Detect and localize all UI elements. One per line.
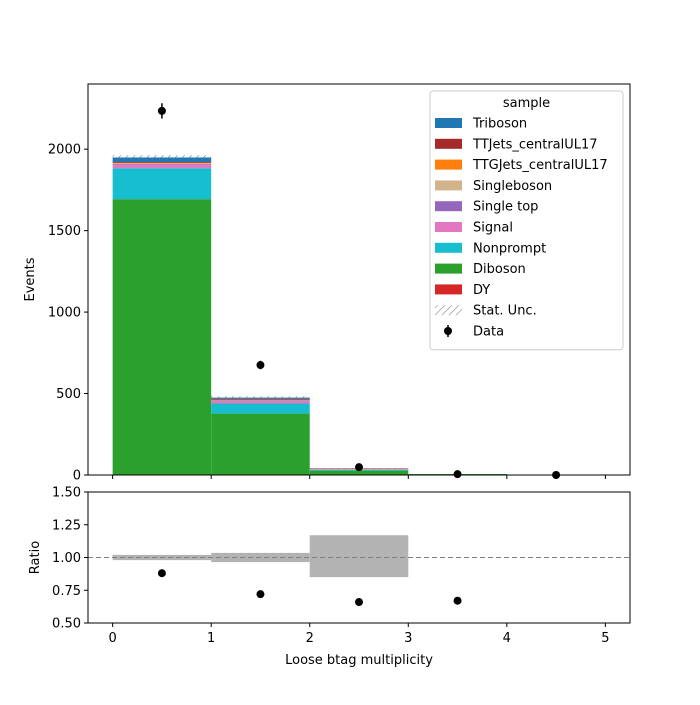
data-point: [454, 470, 462, 478]
ratio-y-axis-title: Ratio: [28, 541, 43, 574]
legend-swatch-single-top: [435, 201, 462, 211]
main-y-axis-title: Events: [23, 257, 38, 301]
legend-label-diboson: Diboson: [473, 262, 526, 277]
x-tick-label: 1: [207, 631, 215, 646]
legend-swatch-ttjets-centralul17: [435, 139, 462, 149]
ratio-point: [355, 598, 363, 606]
legend-label-stat-unc-: Stat. Unc.: [473, 304, 537, 319]
bar-ttjets-centralul17-bin-1: [211, 399, 310, 400]
ratio-unc-band-bin-2: [310, 535, 409, 577]
ratio-point: [158, 569, 166, 577]
x-tick-label: 5: [601, 631, 609, 646]
legend-label-nonprompt: Nonprompt: [473, 241, 546, 256]
y-tick-label: 1000: [48, 306, 81, 321]
bar-diboson-bin-2: [310, 471, 409, 475]
legend-swatch-signal: [435, 222, 462, 232]
bar-signal-bin-1: [211, 401, 310, 403]
data-point: [256, 361, 264, 369]
bar-signal-bin-0: [113, 165, 212, 168]
x-tick-label: 2: [306, 631, 314, 646]
legend-swatch-ttgjets-centralul17: [435, 160, 462, 170]
legend-marker-data: [444, 327, 452, 335]
legend-swatch-nonprompt: [435, 243, 462, 253]
ratio-y-tick-label: 0.50: [52, 617, 81, 632]
legend-label-ttjets-centralul17: TTJets_centralUL17: [472, 137, 598, 152]
legend-label-signal: Signal: [473, 221, 513, 236]
y-tick-label: 2000: [48, 143, 81, 158]
legend-swatch-triboson: [435, 118, 462, 128]
stat-unc-band-bin-1: [211, 396, 310, 399]
x-tick-label: 3: [404, 631, 412, 646]
legend-label-ttgjets-centralul17: TTGJets_centralUL17: [472, 158, 608, 173]
y-tick-label: 1500: [48, 224, 81, 239]
legend-label-singleboson: Singleboson: [473, 179, 552, 194]
ratio-point: [256, 590, 264, 598]
legend-label-dy: DY: [473, 283, 490, 298]
data-point: [355, 463, 363, 471]
bar-diboson-bin-1: [211, 414, 310, 475]
bar-diboson-bin-0: [113, 199, 212, 474]
y-tick-label: 500: [56, 387, 81, 402]
bar-nonprompt-bin-1: [211, 403, 310, 413]
y-tick-label: 0: [73, 469, 81, 484]
legend-swatch-diboson: [435, 264, 462, 274]
ratio-y-tick-label: 1.50: [52, 486, 81, 501]
legend-label-data: Data: [473, 325, 504, 340]
bar-single-top-bin-0: [113, 164, 212, 165]
ratio-y-tick-label: 1.25: [52, 518, 81, 533]
x-tick-label: 4: [503, 631, 511, 646]
legend-label-single-top: Single top: [473, 200, 538, 215]
bar-singleboson-bin-0: [113, 163, 212, 164]
x-axis-title: Loose btag multiplicity: [285, 653, 433, 668]
stat-unc-band-bin-0: [113, 155, 212, 160]
data-point: [158, 107, 166, 115]
bar-nonprompt-bin-0: [113, 168, 212, 199]
legend-title: sample: [503, 96, 550, 111]
ratio-y-tick-label: 1.00: [52, 551, 81, 566]
legend-swatch-singleboson: [435, 180, 462, 190]
ratio-point: [454, 597, 462, 605]
legend-label-triboson: Triboson: [472, 117, 527, 132]
x-tick-label: 0: [108, 631, 116, 646]
legend: sample Triboson TTJets_centralUL17 TTGJets_…: [430, 91, 623, 350]
ratio-y-tick-label: 0.75: [52, 584, 81, 599]
bar-ttjets-centralul17-bin-0: [113, 162, 212, 163]
legend-swatch-stat-unc-: [435, 305, 462, 315]
legend-swatch-dy: [435, 284, 462, 294]
